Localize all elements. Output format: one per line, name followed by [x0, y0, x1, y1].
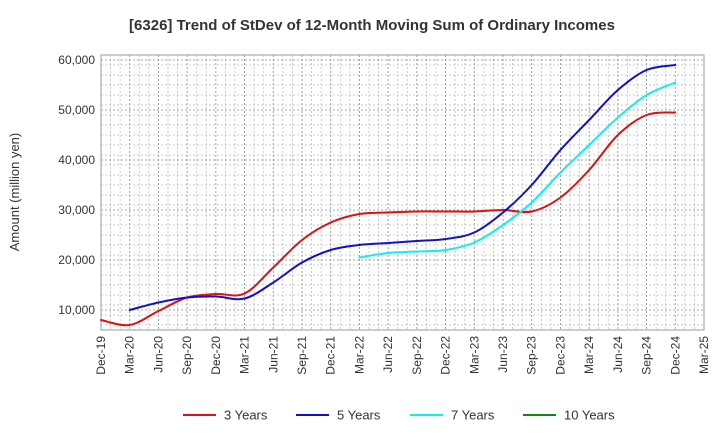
- x-tick-label: Mar-25: [697, 336, 711, 374]
- x-tick-label: Mar-24: [582, 336, 596, 374]
- x-tick-label: Dec-19: [94, 336, 108, 375]
- legend-label: 10 Years: [564, 408, 615, 423]
- x-tick-label: Dec-24: [668, 336, 682, 375]
- chart-title: [6326] Trend of StDev of 12-Month Moving…: [129, 17, 615, 34]
- y-tick-labels: 10,000 20,000 30,000 40,000 50,000 60,000: [58, 53, 95, 317]
- x-tick-label: Sep-20: [180, 336, 194, 375]
- x-tick-label: Mar-23: [467, 336, 481, 374]
- legend-label: 5 Years: [337, 408, 381, 423]
- legend-item-3-years: 3 Years: [183, 408, 268, 423]
- series-line-3-years: [100, 111, 677, 327]
- series-layer: [100, 64, 677, 327]
- series-line-7-years: [358, 81, 677, 259]
- x-tick-label: Jun-23: [496, 336, 510, 373]
- x-tick-label: Mar-21: [238, 336, 252, 374]
- y-tick-label: 10,000: [58, 303, 95, 317]
- x-tick-label: Dec-23: [553, 336, 567, 375]
- legend-item-7-years: 7 Years: [410, 408, 495, 423]
- legend-label: 7 Years: [451, 408, 495, 423]
- x-tick-label: Jun-22: [381, 336, 395, 373]
- legend-item-10-years: 10 Years: [523, 408, 615, 423]
- legend-item-5-years: 5 Years: [296, 408, 381, 423]
- y-tick-label: 20,000: [58, 253, 95, 267]
- x-tick-labels: Dec-19 Mar-20 Jun-20 Sep-20 Dec-20 Mar-21 Jun-…: [94, 336, 711, 375]
- x-tick-label: Sep-24: [640, 336, 654, 375]
- grid-layer: [101, 55, 704, 330]
- x-tick-label: Jun-20: [151, 336, 165, 373]
- x-tick-label: Jun-21: [266, 336, 280, 373]
- series-line-5-years: [128, 64, 677, 311]
- x-tick-label: Mar-20: [123, 336, 137, 374]
- x-tick-label: Mar-22: [352, 336, 366, 374]
- x-tick-label: Sep-22: [410, 336, 424, 375]
- x-tick-label: Dec-22: [439, 336, 453, 375]
- y-axis-label: Amount (million yen): [7, 133, 22, 252]
- x-tick-label: Jun-24: [611, 336, 625, 373]
- plot-frame: [100, 54, 705, 331]
- legend: 3 Years 5 Years 7 Years 10 Years: [183, 408, 615, 423]
- legend-label: 3 Years: [224, 408, 268, 423]
- y-tick-label: 50,000: [58, 103, 95, 117]
- x-tick-label: Dec-21: [324, 336, 338, 375]
- y-tick-label: 30,000: [58, 203, 95, 217]
- x-tick-label: Sep-21: [295, 336, 309, 375]
- y-tick-label: 60,000: [58, 53, 95, 67]
- x-tick-label: Dec-20: [209, 336, 223, 375]
- y-tick-label: 40,000: [58, 153, 95, 167]
- x-tick-label: Sep-23: [525, 336, 539, 375]
